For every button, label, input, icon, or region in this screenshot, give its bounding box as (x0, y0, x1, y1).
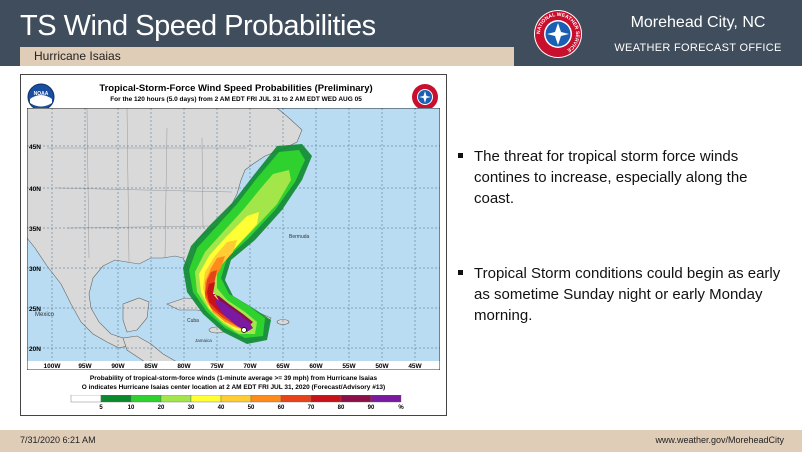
lat-label: 45N (29, 144, 41, 151)
legend-swatch (130, 395, 162, 403)
slide-header: TS Wind Speed Probabilities Hurricane Is… (0, 0, 802, 66)
lat-lon-grid (27, 108, 440, 370)
label-mexico: Mexico (35, 312, 55, 318)
lat-label: 35N (29, 226, 41, 233)
noaa-logo-icon: NOAA (27, 83, 55, 111)
subtitle-bar: Hurricane Isaias (20, 47, 514, 66)
nws-small-logo-icon (412, 84, 438, 110)
state-boundaries (47, 108, 247, 263)
lon-label: 55W (342, 363, 356, 370)
office-type: WEATHER FORECAST OFFICE (614, 42, 782, 54)
yucatan-land (122, 297, 150, 333)
legend-tick-label: % (398, 405, 404, 411)
bullet-threat: The threat for tropical storm force wind… (458, 146, 788, 209)
map-note-probability: Probability of tropical-storm-force wind… (89, 375, 378, 382)
legend-tick-label: 90 (368, 405, 375, 411)
noaa-logo-label: NOAA (34, 91, 49, 97)
legend-tick-label: 60 (278, 405, 285, 411)
nws-logo-icon: NATIONAL WEATHER SERVICE (534, 10, 582, 58)
lat-label: 20N (29, 346, 41, 353)
slide-subtitle: Hurricane Isaias (34, 49, 121, 63)
legend-swatch (220, 395, 252, 403)
figure-subtitle: For the 120 hours (5.0 days) from 2 AM E… (110, 96, 362, 103)
label-jamaica: Jamaica (195, 338, 212, 343)
lat-label: 30N (29, 266, 41, 273)
lon-label: 80W (177, 363, 191, 370)
legend-tick-label: 80 (338, 405, 345, 411)
label-bermuda: Bermuda (289, 234, 310, 240)
probability-swath (183, 144, 312, 344)
footer-timestamp: 7/31/2020 6:21 AM (20, 435, 96, 445)
probability-legend: 5 10 20 30 40 50 60 70 80 90% (70, 395, 404, 411)
figure-title: Tropical-Storm-Force Wind Speed Probabil… (99, 83, 373, 94)
label-cuba: Cuba (187, 318, 199, 324)
lon-label: 60W (309, 363, 323, 370)
bullet-list: The threat for tropical storm force wind… (458, 146, 788, 326)
lon-label: 45W (408, 363, 422, 370)
office-name: Morehead City, NC (630, 14, 766, 31)
legend-tick-label: 50 (248, 405, 255, 411)
legend-swatch (70, 395, 102, 403)
swath-core (215, 298, 253, 332)
lon-label: 95W (78, 363, 92, 370)
bullet-timing: Tropical Storm conditions could begin as… (458, 263, 788, 326)
legend-tick-label: 40 (218, 405, 225, 411)
lat-label: 25N (29, 306, 41, 313)
legend-tick-label: 70 (308, 405, 315, 411)
legend-tick-label: 5 (99, 405, 103, 411)
lon-label: 90W (111, 363, 125, 370)
lon-label: 70W (243, 363, 257, 370)
lon-label: 50W (375, 363, 389, 370)
legend-swatch (160, 395, 192, 403)
legend-swatch (250, 395, 282, 403)
legend-tick-label: 10 (128, 405, 135, 411)
legend-swatch (280, 395, 312, 403)
lon-label: 75W (210, 363, 224, 370)
slide-footer: 7/31/2020 6:21 AM www.weather.gov/Morehe… (0, 430, 802, 452)
legend-swatch (340, 395, 372, 403)
probability-map: Bermuda Mexico Cuba Jamaica 45N 40N 35N … (27, 108, 440, 370)
legend-swatch (100, 395, 132, 403)
lat-label: 40N (29, 186, 41, 193)
storm-center-marker (241, 327, 247, 333)
swath-20pct (195, 170, 291, 334)
lon-label: 85W (144, 363, 158, 370)
slide-title: TS Wind Speed Probabilities (20, 10, 376, 42)
lon-label-strip (27, 361, 440, 370)
legend-swatch (190, 395, 222, 403)
lon-label: 65W (276, 363, 290, 370)
lon-label: 100W (44, 363, 62, 370)
map-note-center: O indicates Hurricane Isaias center loca… (81, 384, 386, 391)
legend-swatch (310, 395, 342, 403)
legend-tick-label: 20 (158, 405, 165, 411)
wind-probability-figure: NOAA Tropical-Storm-Force Wind Speed Pro… (20, 74, 447, 416)
legend-tick-label: 30 (188, 405, 195, 411)
legend-swatch (370, 395, 402, 403)
footer-url[interactable]: www.weather.gov/MoreheadCity (655, 435, 784, 445)
